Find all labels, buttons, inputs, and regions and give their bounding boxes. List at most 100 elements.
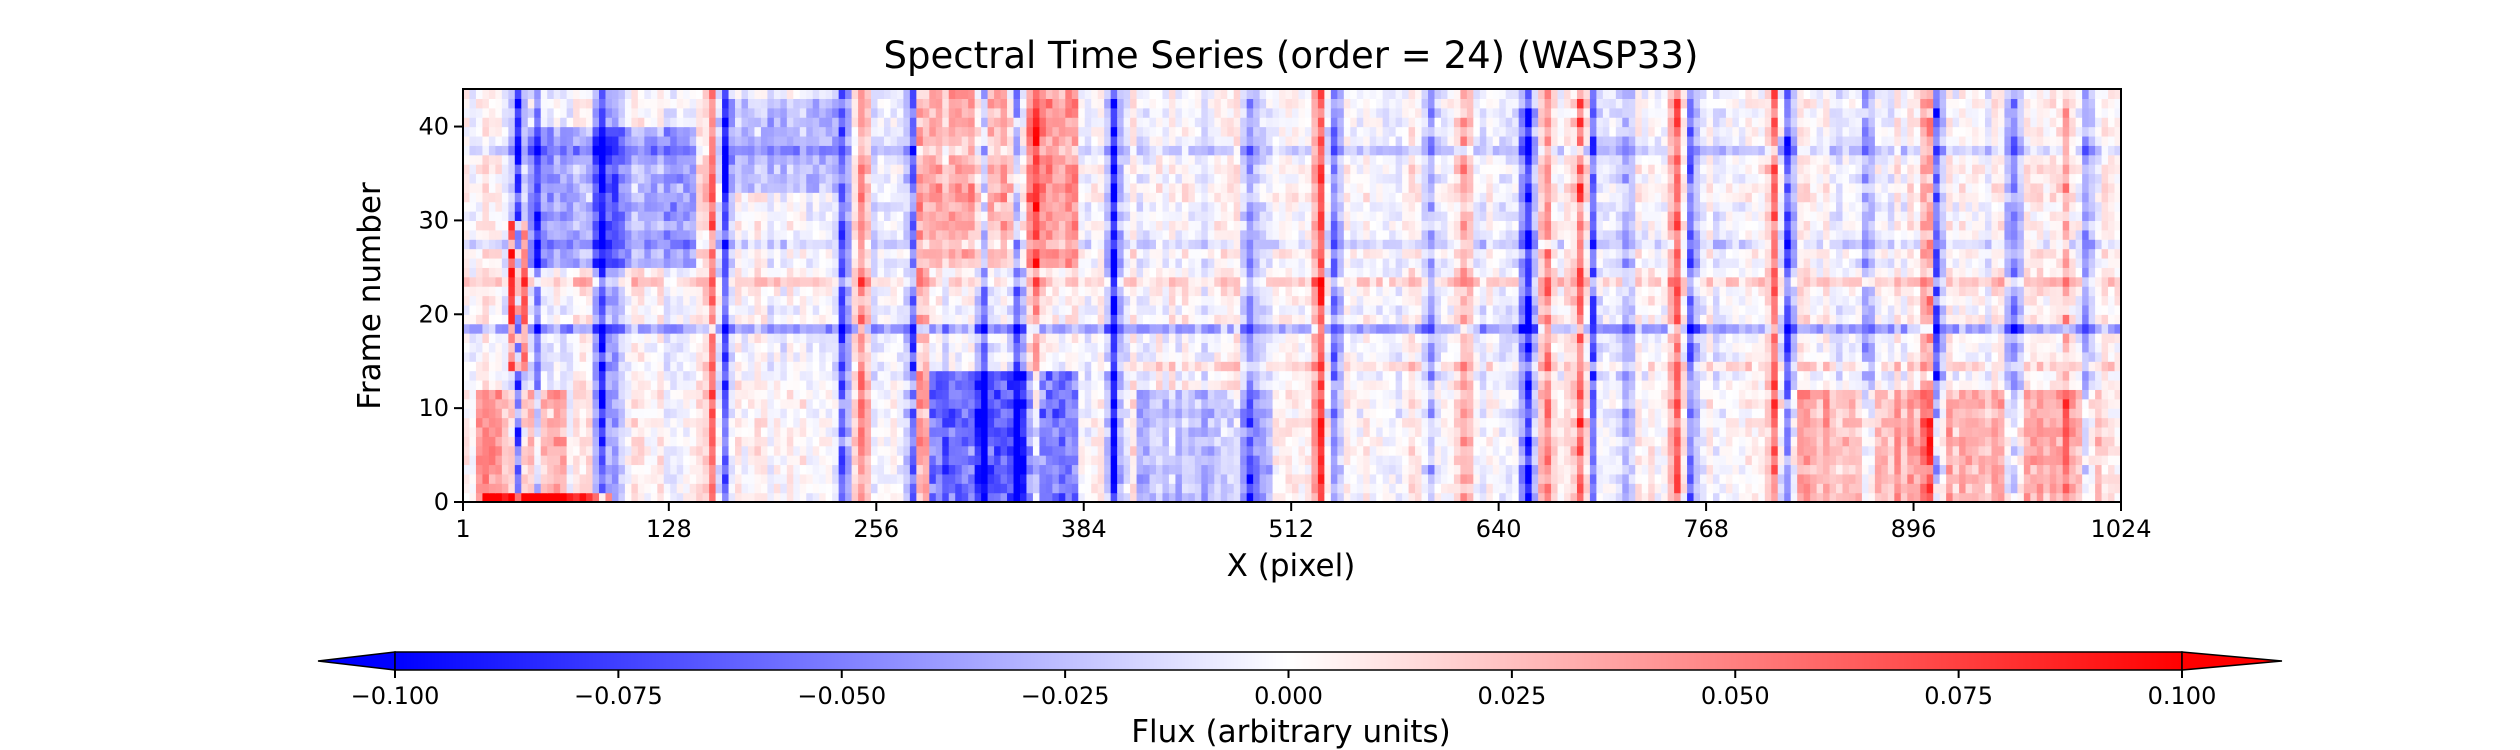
heatmap-cell (1019, 314, 1028, 325)
heatmap-cell (793, 445, 801, 456)
heatmap-cell (864, 361, 872, 372)
heatmap-cell (521, 342, 529, 353)
heatmap-cell (1201, 408, 1209, 419)
heatmap-cell (1745, 389, 1753, 400)
heatmap-cell (1117, 445, 1125, 456)
heatmap-cell (942, 436, 950, 447)
heatmap-cell (1253, 417, 1261, 428)
heatmap-cell (858, 426, 866, 437)
heatmap-cell (1719, 342, 1727, 353)
heatmap-cell (1078, 445, 1086, 456)
heatmap-cell (948, 333, 956, 344)
heatmap-cell (890, 408, 898, 419)
heatmap-cell (683, 379, 691, 390)
heatmap-cell (527, 370, 535, 381)
heatmap-cell (599, 323, 607, 334)
heatmap-cell (1181, 464, 1189, 475)
heatmap-cell (463, 342, 471, 353)
heatmap-cell (1551, 426, 1559, 437)
heatmap-cell (1194, 473, 1202, 484)
heatmap-cell (605, 426, 613, 437)
heatmap-cell (896, 370, 905, 381)
heatmap-cell (1635, 464, 1643, 475)
heatmap-cell (1168, 333, 1177, 344)
heatmap-cell (1674, 351, 1682, 362)
heatmap-cell (2101, 408, 2109, 419)
heatmap-cell (1700, 361, 1708, 372)
heatmap-cell (508, 389, 516, 400)
heatmap-cell (1214, 445, 1222, 456)
heatmap-cell (1000, 464, 1008, 475)
heatmap-cell (579, 455, 587, 466)
heatmap-cell (1292, 389, 1300, 400)
heatmap-cell (1771, 426, 1779, 437)
heatmap-cell (916, 426, 924, 437)
heatmap-cell (1039, 426, 1047, 437)
heatmap-cell (1868, 455, 1876, 466)
heatmap-cell (1440, 323, 1449, 334)
heatmap-cell (1330, 351, 1338, 362)
heatmap-cell (1207, 464, 1215, 475)
heatmap-cell (1350, 417, 1358, 428)
heatmap-cell (1194, 370, 1202, 381)
heatmap-cell (1926, 342, 1934, 353)
heatmap-cell (773, 379, 781, 390)
heatmap-cell (1292, 483, 1300, 494)
heatmap-cell (1447, 389, 1455, 400)
heatmap-cell (1505, 370, 1513, 381)
heatmap-cell (2010, 464, 2018, 475)
heatmap-cell (566, 389, 574, 400)
heatmap-cell (1285, 323, 1293, 334)
heatmap-cell (715, 361, 723, 372)
heatmap-cell (819, 314, 827, 325)
heatmap-cell (696, 464, 704, 475)
heatmap-cell (1564, 492, 1572, 503)
heatmap-cell (1389, 370, 1397, 381)
heatmap-cell (2088, 483, 2096, 494)
heatmap-cell (1382, 342, 1390, 353)
heatmap-cell (1136, 436, 1144, 447)
heatmap-cell (1926, 323, 1934, 334)
heatmap-cell (1984, 464, 1993, 475)
heatmap-cell (1136, 426, 1144, 437)
heatmap-cell (1700, 464, 1708, 475)
heatmap-cell (1570, 436, 1578, 447)
heatmap-cell (1065, 351, 1073, 362)
heatmap-cell (929, 379, 937, 390)
heatmap-cell (2043, 436, 2051, 447)
heatmap-cell (799, 323, 807, 334)
heatmap-cell (1155, 436, 1164, 447)
heatmap-cell (2056, 379, 2064, 390)
heatmap-cell (1861, 333, 1870, 344)
heatmap-cell (1428, 351, 1436, 362)
heatmap-cell (1777, 333, 1785, 344)
heatmap-cell (1447, 333, 1455, 344)
heatmap-cell (1492, 408, 1500, 419)
heatmap-cell (864, 408, 872, 419)
heatmap-cell (1039, 464, 1047, 475)
heatmap-cell (1369, 408, 1377, 419)
heatmap-cell (1635, 361, 1643, 372)
heatmap-cell (1972, 408, 1980, 419)
heatmap-cell (1991, 370, 1999, 381)
heatmap-cell (1065, 361, 1073, 372)
heatmap-cell (1615, 426, 1623, 437)
heatmap-cell (1706, 426, 1714, 437)
heatmap-cell (1071, 473, 1079, 484)
heatmap-cell (2036, 417, 2044, 428)
heatmap-cell (1168, 351, 1177, 362)
heatmap-cell (722, 426, 730, 437)
heatmap-cell (1732, 398, 1740, 409)
heatmap-cell (1544, 351, 1552, 362)
heatmap-cell (1143, 379, 1151, 390)
heatmap-cell (469, 455, 477, 466)
heatmap-cell (1991, 333, 1999, 344)
heatmap-cell (1253, 445, 1261, 456)
heatmap-cell (1091, 379, 1099, 390)
heatmap-cell (1421, 323, 1429, 334)
heatmap-cell (1803, 417, 1811, 428)
heatmap-cell (1946, 342, 1954, 353)
heatmap-cell (702, 314, 710, 325)
heatmap-cell (981, 361, 989, 372)
heatmap-cell (1220, 379, 1228, 390)
